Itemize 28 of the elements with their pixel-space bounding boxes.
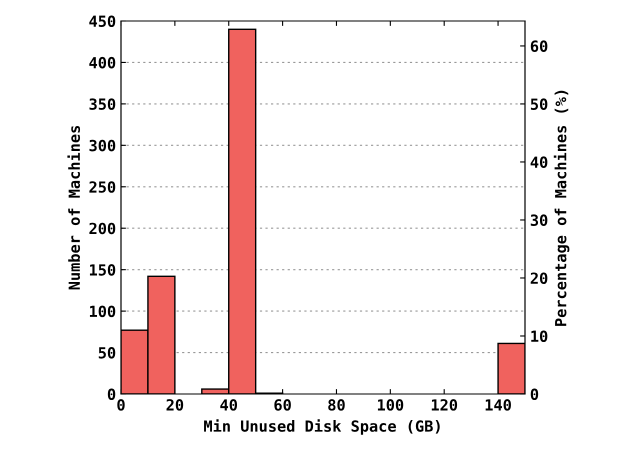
y-tick-label: 50 — [98, 347, 116, 359]
x-tick-label: 100 — [378, 399, 404, 411]
x-tick-label: 60 — [274, 399, 291, 411]
y-tick-label: 250 — [89, 181, 116, 193]
y-tick-label: 150 — [90, 264, 116, 276]
y-tick-label: 0 — [108, 388, 116, 400]
y2-tick-label: 20 — [530, 272, 548, 284]
x-tick-label: 0 — [117, 399, 125, 411]
x-tick-label: 140 — [486, 399, 511, 411]
x-axis-title: Min Unused Disk Space (GB) — [204, 419, 440, 435]
y-tick-label: 100 — [90, 306, 116, 318]
y2-tick-label: 60 — [530, 40, 548, 52]
y2-tick-label: 10 — [531, 330, 548, 342]
y-axis-title: Number of Machines — [67, 126, 80, 290]
y-tick-label: 400 — [89, 56, 116, 68]
y2-tick-label: 40 — [530, 156, 548, 168]
x-tick-label: 120 — [432, 399, 458, 411]
y-tick-label: 200 — [89, 222, 116, 234]
y-tick-label: 350 — [89, 98, 116, 110]
y2-tick-label: 30 — [530, 214, 548, 226]
x-tick-label: 20 — [166, 399, 184, 411]
y-tick-label: 300 — [89, 140, 116, 152]
x-tick-label: 40 — [220, 399, 238, 411]
x-tick-label: 80 — [328, 399, 345, 411]
y2-tick-label: 0 — [530, 388, 538, 400]
y2-axis-title: Percentage of Machines (%) — [554, 90, 570, 326]
y-tick-label: 450 — [89, 15, 116, 28]
y2-tick-label: 50 — [530, 98, 548, 110]
